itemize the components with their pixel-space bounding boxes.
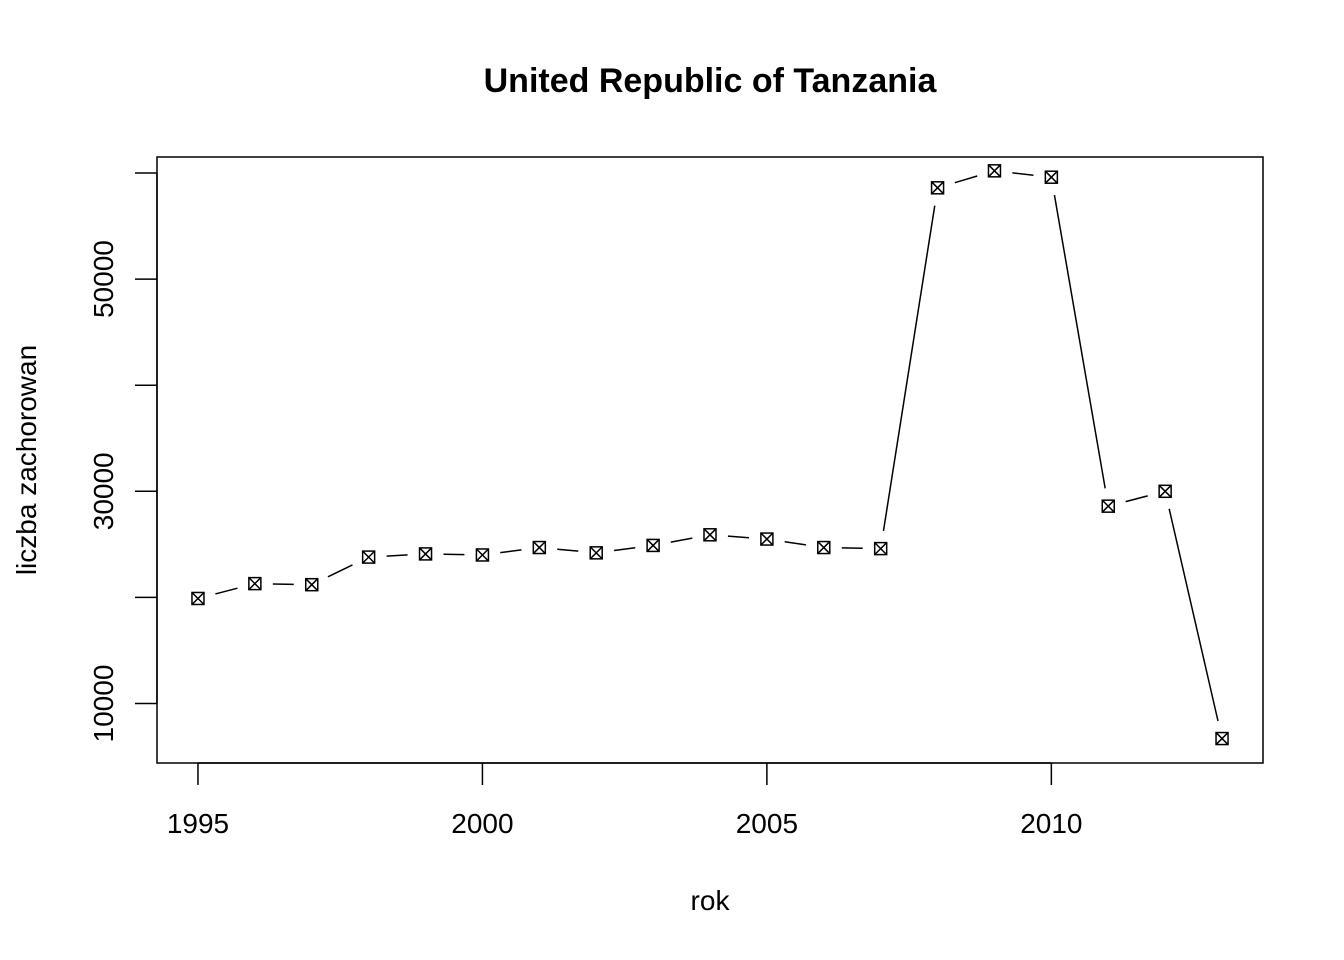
- data-point: [1044, 170, 1059, 184]
- series-segment: [1012, 172, 1034, 176]
- series-segment: [557, 548, 579, 552]
- series-segment: [1125, 495, 1148, 503]
- data-point: [248, 576, 262, 591]
- data-point: [930, 181, 945, 195]
- series-segment: [784, 540, 807, 546]
- series-segment: [386, 554, 408, 557]
- series-segment: [327, 564, 353, 578]
- series-segment: [1053, 194, 1106, 489]
- data-point: [418, 547, 433, 561]
- series-segment: [613, 547, 636, 552]
- data-point: [987, 164, 1002, 178]
- series-segment: [670, 537, 693, 543]
- y-axis-label: liczba zachorowan: [11, 345, 42, 575]
- y-axis: 10000 30000 50000: [88, 172, 158, 743]
- y-tick-label: 30000: [88, 452, 119, 530]
- x-axis-label: rok: [691, 885, 731, 916]
- y-tick-label: 50000: [88, 240, 119, 318]
- data-point: [1215, 731, 1229, 746]
- data-point: [361, 550, 376, 564]
- x-tick-label: 2010: [1020, 808, 1082, 839]
- data-point: [760, 532, 774, 546]
- series-segment: [954, 175, 978, 184]
- data-point: [1158, 484, 1172, 499]
- chart-title: United Republic of Tanzania: [484, 62, 938, 100]
- data-point: [817, 540, 831, 555]
- data-point: [703, 528, 717, 542]
- data-point: [304, 577, 319, 592]
- x-tick-label: 2000: [451, 808, 513, 839]
- data-point: [646, 538, 660, 553]
- series-segment: [500, 549, 522, 554]
- series-segment: [215, 587, 238, 595]
- data-point: [1101, 499, 1116, 513]
- x-axis: 1995 2000 2005 2010: [167, 762, 1083, 839]
- x-tick-label: 1995: [167, 808, 229, 839]
- data-point: [873, 541, 888, 556]
- series-segment: [1168, 508, 1219, 722]
- series-segment: [882, 205, 936, 531]
- y-tick-label: 10000: [88, 665, 119, 743]
- series-lines: [215, 172, 1219, 722]
- data-point: [589, 546, 603, 560]
- data-point: [191, 591, 205, 606]
- data-point: [475, 548, 490, 562]
- plot-box: [156, 156, 1264, 764]
- x-tick-label: 2005: [736, 808, 798, 839]
- series-segment: [727, 535, 749, 539]
- data-point: [532, 540, 547, 555]
- series-points: [191, 164, 1229, 746]
